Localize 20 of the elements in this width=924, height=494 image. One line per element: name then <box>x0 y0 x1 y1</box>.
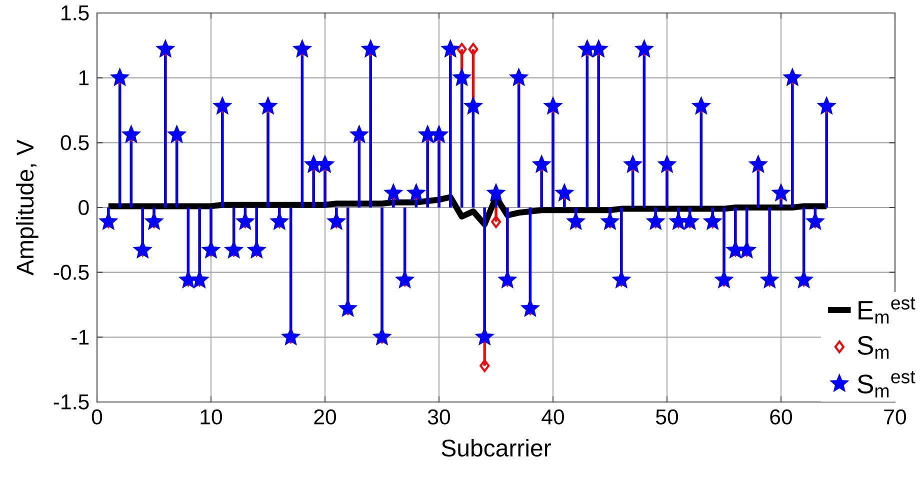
y-tick-label: -1.5 <box>54 394 89 410</box>
x-tick-label: 20 <box>314 409 336 424</box>
y-tick-label: 1 <box>79 70 89 86</box>
x-tick-label: 10 <box>200 409 222 424</box>
y-tick-label: 0.5 <box>60 135 89 150</box>
legend-label: S$_{m}$ <box>858 336 889 359</box>
legend-label: E$_{m}$est <box>858 297 916 324</box>
y-tick-label: -1 <box>72 330 89 345</box>
x-tick-label: 30 <box>428 409 450 424</box>
y-tick-label: 0 <box>78 200 89 216</box>
y-tick-label: 1.5 <box>62 6 89 20</box>
x-tick-label: 0 <box>92 409 102 424</box>
x-tick-label: 40 <box>542 409 564 424</box>
y-axis-title: Amplitude, V <box>16 140 38 276</box>
y-tick-label: -0.5 <box>54 264 89 280</box>
x-tick-label: 50 <box>656 409 678 424</box>
x-tick-label: 60 <box>770 409 792 424</box>
legend-label: S$_{m}$est <box>858 371 916 398</box>
x-tick-label: 70 <box>884 409 906 424</box>
x-axis-title: Subcarrier <box>442 438 551 457</box>
